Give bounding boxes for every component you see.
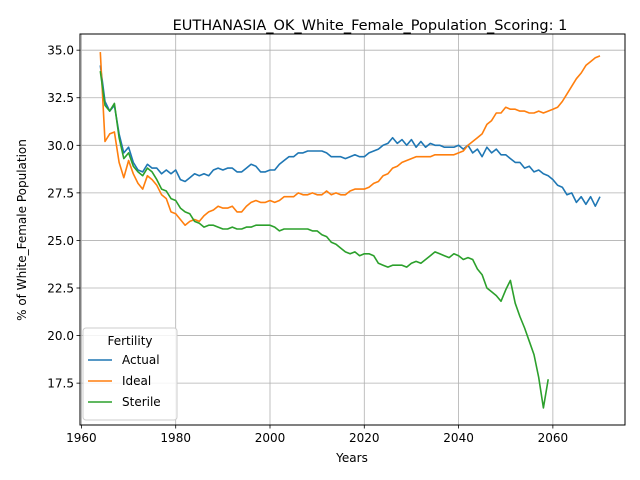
y-tick-label: 32.5: [47, 91, 74, 105]
gridlines: [80, 34, 625, 425]
x-tick-label: 2020: [349, 431, 380, 445]
series-line-sterile: [99, 70, 549, 409]
x-tick-label: 1960: [66, 431, 97, 445]
y-tick-label: 35.0: [47, 44, 74, 58]
legend-label: Sterile: [122, 395, 161, 409]
legend-item-actual: Actual: [88, 353, 160, 367]
y-tick-label: 25.0: [47, 234, 74, 248]
y-tick-label: 27.5: [47, 186, 74, 200]
y-axis: 17.5 20.0 22.5 25.0 27.5 30.0 32.5 35.0: [47, 44, 80, 391]
series-line-ideal: [99, 52, 601, 226]
legend: Fertility Actual Ideal Sterile: [82, 327, 178, 421]
x-tick-label: 1980: [160, 431, 191, 445]
y-tick-label: 30.0: [47, 139, 74, 153]
x-tick-label: 2040: [443, 431, 474, 445]
legend-item-sterile: Sterile: [88, 395, 161, 409]
x-axis-label: Years: [335, 451, 368, 465]
legend-items: Actual Ideal Sterile: [88, 353, 161, 409]
legend-box: [82, 327, 178, 421]
plot-area: [99, 52, 601, 409]
legend-label: Ideal: [122, 374, 151, 388]
x-tick-label: 2060: [538, 431, 569, 445]
legend-title: Fertility: [107, 334, 152, 348]
x-axis: 1960 1980 2000 2020 2040 2060: [66, 425, 568, 445]
axes-frame: [79, 33, 626, 426]
y-axis-label: % of White_Female Population: [15, 139, 29, 321]
legend-label: Actual: [122, 353, 160, 367]
legend-item-ideal: Ideal: [88, 374, 151, 388]
chart-title: EUTHANASIA_OK_White_Female_Population_Sc…: [173, 18, 568, 34]
series-line-actual: [99, 65, 601, 207]
y-tick-label: 22.5: [47, 282, 74, 296]
y-tick-label: 20.0: [47, 329, 74, 343]
y-tick-label: 17.5: [47, 377, 74, 391]
x-tick-label: 2000: [255, 431, 286, 445]
